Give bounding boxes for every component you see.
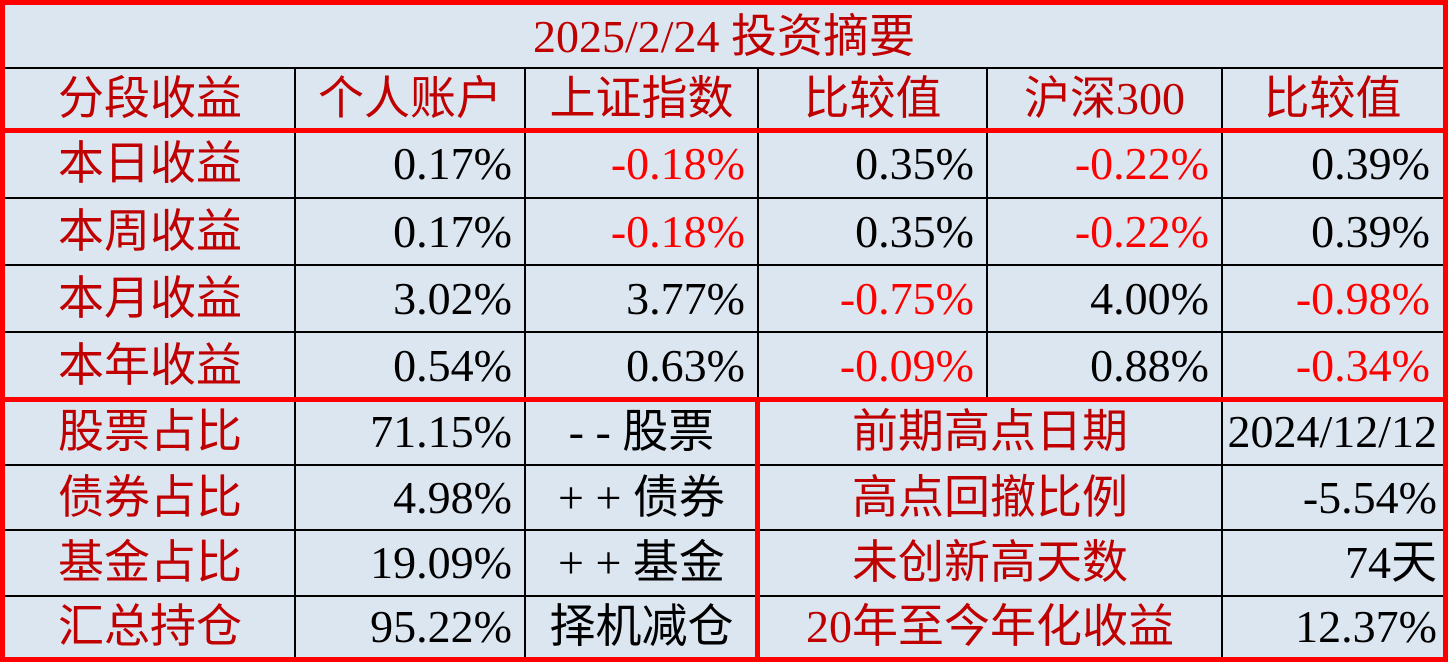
- daily-sse-diff: 0.35%: [855, 138, 974, 189]
- annualized-return-since-2020-label: 20年至今年化收益: [806, 600, 1174, 652]
- grid-line-row2: [5, 264, 1443, 266]
- total-position-note: 择机减仓: [549, 600, 734, 652]
- grid-line-row3: [5, 331, 1443, 333]
- weekly-csi300-diff: 0.39%: [1311, 205, 1430, 257]
- fund-ratio-value: 19.09%: [370, 537, 512, 588]
- total-position-label: 汇总持仓: [58, 600, 242, 652]
- grid-line-row1: [5, 197, 1443, 199]
- grid-line-col3: [757, 67, 759, 399]
- bond-ratio-note: + + 债券: [558, 471, 725, 523]
- daily-return-label: 本日收益: [58, 138, 242, 189]
- yearly-csi300-value: 0.88%: [1090, 339, 1209, 391]
- header-segment-returns: 分段收益: [58, 73, 242, 124]
- bond-ratio-label: 债券占比: [58, 471, 242, 523]
- grid-line-col1: [294, 67, 296, 657]
- daily-sse-value: -0.18%: [610, 138, 745, 189]
- red-divider-below-header: [5, 128, 1443, 133]
- header-comparison-sse: 比较值: [803, 73, 942, 124]
- days-without-new-high-value: 74天: [1345, 537, 1437, 588]
- yearly-sse-value: 0.63%: [626, 339, 745, 391]
- stock-ratio-value: 71.15%: [370, 406, 512, 457]
- fund-ratio-label: 基金占比: [58, 537, 242, 588]
- monthly-sse-diff: -0.75%: [839, 272, 974, 324]
- weekly-personal-value: 0.17%: [393, 205, 512, 257]
- yearly-return-label: 本年收益: [58, 339, 242, 391]
- stock-ratio-note: - - 股票: [568, 406, 715, 457]
- grid-line-col4: [986, 67, 988, 399]
- header-comparison-csi300: 比较值: [1263, 73, 1402, 124]
- weekly-return-label: 本周收益: [58, 205, 242, 257]
- drawdown-ratio-label: 高点回撤比例: [852, 471, 1128, 523]
- drawdown-ratio-value: -5.54%: [1302, 471, 1437, 523]
- daily-personal-value: 0.17%: [393, 138, 512, 189]
- weekly-sse-diff: 0.35%: [855, 205, 974, 257]
- report-title: 2025/2/24 投资摘要: [532, 10, 916, 62]
- daily-csi300-diff: 0.39%: [1311, 138, 1430, 189]
- weekly-csi300-value: -0.22%: [1074, 205, 1209, 257]
- grid-line-row7: [5, 595, 1443, 597]
- grid-line-below-title: [5, 67, 1443, 69]
- red-divider-mid-table: [5, 397, 1443, 402]
- daily-csi300-value: -0.22%: [1074, 138, 1209, 189]
- monthly-personal-value: 3.02%: [393, 272, 512, 324]
- grid-line-row6: [5, 529, 1443, 531]
- header-sse-index: 上证指数: [549, 73, 734, 124]
- total-position-value: 95.22%: [370, 600, 512, 652]
- fund-ratio-note: + + 基金: [558, 537, 725, 588]
- monthly-csi300-diff: -0.98%: [1295, 272, 1430, 324]
- monthly-return-label: 本月收益: [58, 272, 242, 324]
- red-divider-vertical: [755, 397, 760, 657]
- monthly-sse-value: 3.77%: [626, 272, 745, 324]
- header-personal-account: 个人账户: [318, 73, 502, 124]
- grid-line-col2: [524, 67, 526, 657]
- header-csi300: 沪深300: [1024, 73, 1185, 124]
- yearly-sse-diff: -0.09%: [839, 339, 974, 391]
- bond-ratio-value: 4.98%: [393, 471, 512, 523]
- yearly-personal-value: 0.54%: [393, 339, 512, 391]
- yearly-csi300-diff: -0.34%: [1295, 339, 1430, 391]
- prev-high-date-label: 前期高点日期: [852, 406, 1128, 457]
- grid-line-row5: [5, 464, 1443, 466]
- monthly-csi300-value: 4.00%: [1090, 272, 1209, 324]
- weekly-sse-value: -0.18%: [610, 205, 745, 257]
- grid-line-col5: [1221, 67, 1223, 657]
- days-without-new-high-label: 未创新高天数: [852, 537, 1128, 588]
- annualized-return-since-2020-value: 12.37%: [1295, 600, 1437, 652]
- prev-high-date-value: 2024/12/12: [1227, 406, 1437, 457]
- stock-ratio-label: 股票占比: [58, 406, 242, 457]
